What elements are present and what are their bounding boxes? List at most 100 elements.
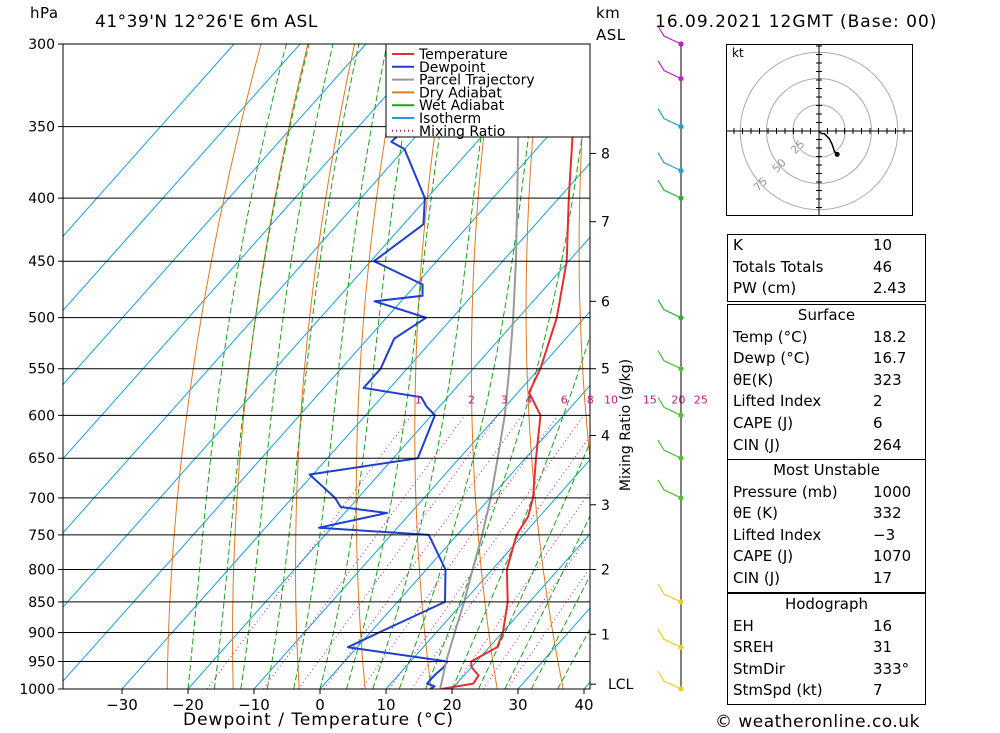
hodo-row: StmSpd (kt) 7	[733, 681, 883, 700]
isotherm-line	[121, 162, 590, 689]
hodograph-panel: kt 25 50 75	[726, 44, 913, 216]
legend-entry: Dewpoint	[419, 60, 486, 76]
isotherm-line	[63, 44, 433, 460]
pressure-label: 550	[28, 362, 55, 378]
index-row-totals: Totals Totals 46	[733, 257, 893, 276]
temperature-label: −10	[238, 696, 270, 714]
hodograph-trace	[818, 130, 838, 155]
legend-entry: Parcel Trajectory	[419, 73, 535, 89]
mixing-ratio-label: 2	[468, 393, 475, 406]
mixing-ratio-line	[262, 415, 466, 689]
wind-barb	[657, 397, 682, 416]
height-label: 8	[601, 146, 610, 162]
temperature-label: −30	[106, 696, 138, 714]
mixing-ratio-label: 10	[604, 393, 618, 406]
hodograph-title: Hodograph	[784, 595, 869, 613]
isotherm-line	[319, 384, 590, 689]
wind-barb	[657, 670, 682, 690]
isotherm-line	[63, 44, 301, 312]
wet-adiabat-line	[530, 575, 590, 689]
height-label: 4	[601, 428, 610, 444]
hpa-label: hPa	[30, 4, 59, 22]
dewpoint-line	[308, 44, 449, 689]
isotherm-line	[63, 44, 499, 534]
mixing-ratio-line	[297, 415, 499, 689]
wind-barb	[657, 179, 682, 199]
legend-entry: Mixing Ratio	[419, 124, 505, 140]
wet-adiabat-line	[187, 44, 287, 689]
mu-row: CAPE (J) 1070	[733, 547, 912, 566]
wet-adiabat-line	[398, 44, 541, 689]
surface-row: Temp (°C) 18.2	[733, 327, 907, 346]
datetime-title: 16.09.2021 12GMT (Base: 00)	[655, 12, 938, 32]
lcl-label: LCL	[608, 677, 634, 693]
wet-adiabat-line	[240, 44, 334, 689]
mixing-ratio-label: 3	[501, 393, 508, 406]
wind-barb	[657, 299, 682, 319]
most-unstable-table: Most Unstable Pressure (mb) 1000 θE (K) 33…	[727, 459, 926, 593]
surface-title: Surface	[797, 306, 856, 324]
dry-adiabat-line	[525, 44, 564, 689]
wet-adiabat-line	[504, 514, 590, 689]
legend-entry: Isotherm	[419, 111, 481, 127]
height-label: 3	[601, 498, 610, 514]
index-row-pw: PW (cm) 2.43	[733, 279, 907, 298]
pressure-label: 500	[28, 311, 55, 327]
wet-adiabat-line	[451, 334, 590, 689]
hodo-row: SREH 31	[733, 638, 893, 657]
wind-barb	[657, 479, 682, 499]
isotherm-line	[63, 44, 235, 237]
mixing-ratio-label: 20	[671, 393, 685, 406]
surface-row: θE(K) 323	[733, 370, 902, 389]
mixing-ratio-line	[361, 415, 559, 689]
pressure-label: 600	[28, 408, 55, 424]
hodograph-table: Hodograph EH 16 SREH 31 StmDir 333° StmSpd …	[727, 593, 926, 705]
wind-barb-column	[657, 25, 684, 692]
index-row-k: K 10	[733, 236, 893, 254]
pressure-label: 850	[28, 595, 55, 611]
wet-adiabat-line	[213, 44, 310, 689]
pressure-label: 350	[28, 120, 55, 136]
mu-row: Pressure (mb) 1000	[733, 482, 912, 501]
wind-barb	[657, 60, 682, 80]
mixing-ratio-line	[452, 490, 590, 689]
pressure-label: 700	[28, 491, 55, 507]
pressure-label: 400	[28, 191, 55, 207]
credit-link[interactable]: © weatheronline.co.uk	[715, 712, 920, 732]
height-label: 1	[601, 627, 610, 643]
height-label: 2	[601, 562, 610, 578]
surface-row: CAPE (J) 6	[733, 413, 883, 432]
temperature-label: 10	[376, 696, 395, 714]
wind-barb	[657, 25, 682, 45]
mu-row: CIN (J) 17	[733, 568, 893, 587]
hodograph-ring-label: 25	[788, 138, 807, 157]
mu-row: θE (K) 332	[733, 504, 902, 523]
asl-label: ASL	[596, 26, 626, 44]
mu-row: Lifted Index −3	[733, 525, 896, 544]
most-unstable-title: Most Unstable	[773, 461, 880, 479]
location-title: 41°39'N 12°26'E 6m ASL	[95, 12, 318, 32]
sounding-lines	[308, 44, 575, 689]
mixing-ratio-axis-label: Mixing Ratio (g/kg)	[618, 359, 634, 491]
mixing-ratio-label: 25	[694, 393, 708, 406]
height-label: 7	[601, 215, 610, 231]
temperature-label: 0	[315, 696, 325, 714]
surface-table: Surface Temp (°C) 18.2 Dewp (°C) 16.7 θE(K…	[727, 304, 926, 460]
dry-adiabat-line	[963, 44, 1000, 689]
pressure-label: 650	[28, 451, 55, 467]
legend-entry: Dry Adiabat	[419, 85, 502, 101]
mixing-ratio-label: 1	[415, 393, 422, 406]
pressure-label: 900	[28, 626, 55, 642]
temperature-label: 20	[442, 696, 461, 714]
legend-entry: Wet Adiabat	[419, 98, 505, 114]
hodograph-ring-label: 75	[751, 175, 770, 194]
dry-adiabat-line	[232, 44, 309, 689]
mixing-ratio-label: 8	[587, 393, 594, 406]
isotherm-line	[451, 533, 590, 689]
dry-adiabat-line	[414, 44, 449, 689]
height-label: 6	[601, 294, 610, 310]
pressure-label: 750	[28, 528, 55, 544]
pressure-label: 800	[28, 562, 55, 578]
height-label: 5	[601, 362, 610, 378]
